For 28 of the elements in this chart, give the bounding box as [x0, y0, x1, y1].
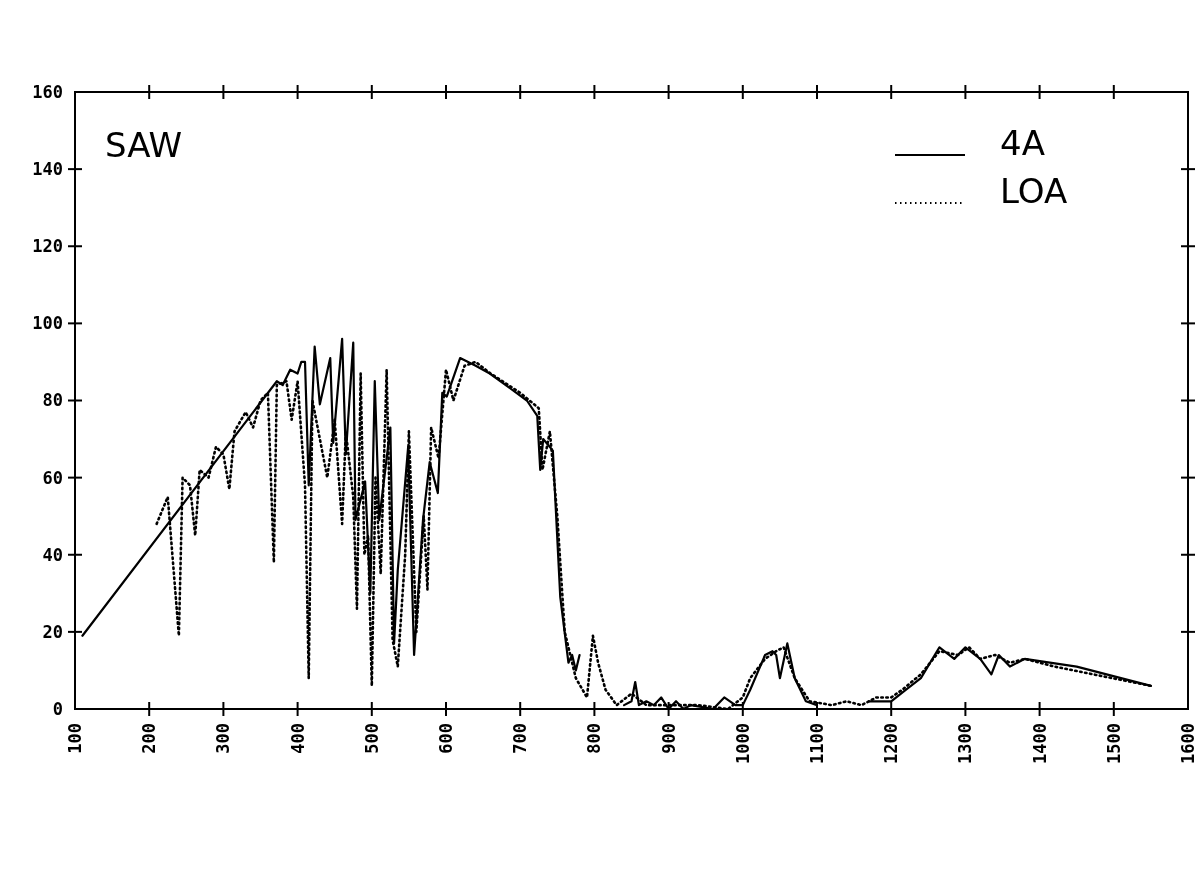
y-tick-label: 80 — [42, 390, 63, 411]
x-tick-label: 600 — [435, 723, 456, 754]
x-tick-label: 800 — [584, 723, 605, 754]
x-tick-label: 1000 — [732, 723, 753, 764]
legend-label: LOA — [1000, 171, 1068, 211]
y-tick-label: 140 — [32, 159, 63, 180]
y-tick-label: 120 — [32, 236, 63, 257]
x-tick-label: 1200 — [881, 723, 902, 764]
y-tick-label: 160 — [32, 81, 63, 102]
y-tick-label: 20 — [42, 621, 63, 642]
x-tick-label: 1500 — [1103, 723, 1124, 764]
x-tick-label: 1100 — [806, 723, 827, 764]
x-tick-label: 300 — [213, 723, 234, 754]
y-tick-label: 0 — [52, 698, 63, 719]
x-tick-label: 400 — [287, 723, 308, 754]
x-tick-label: 700 — [510, 723, 531, 754]
text: SAW — [105, 125, 183, 165]
x-tick-label: 500 — [361, 723, 382, 754]
legend-label: 4A — [1000, 123, 1045, 163]
x-tick-label: 900 — [658, 723, 679, 754]
x-tick-label: 1600 — [1177, 723, 1198, 764]
x-tick-label: 1400 — [1029, 723, 1050, 764]
x-tick-label: 200 — [139, 723, 160, 754]
y-tick-label: 60 — [42, 467, 63, 488]
x-tick-label: 1300 — [955, 723, 976, 764]
x-tick-label: 100 — [64, 723, 85, 754]
y-tick-label: 40 — [42, 544, 63, 565]
y-tick-label: 100 — [32, 313, 63, 334]
